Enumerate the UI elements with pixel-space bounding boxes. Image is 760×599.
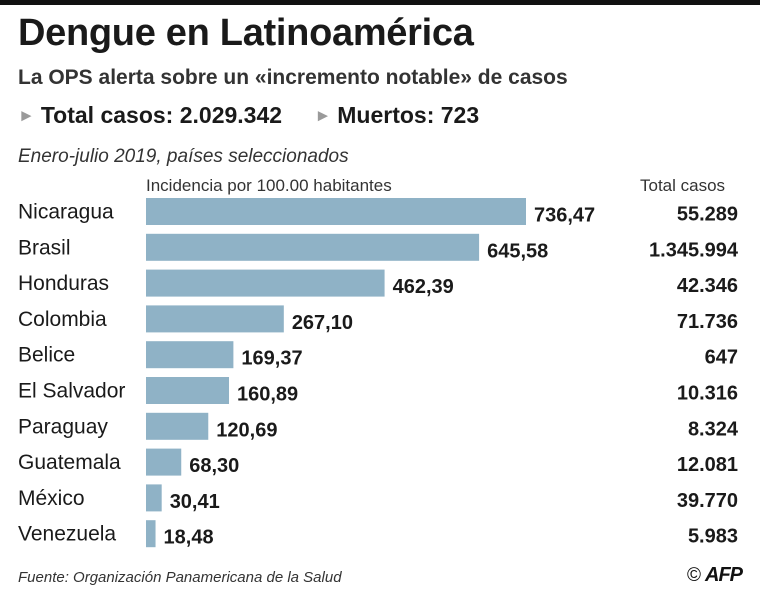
total-cases-value: 647 bbox=[705, 347, 738, 369]
column-header-total-cases: Total casos bbox=[640, 176, 726, 195]
total-cases-value: 12.081 bbox=[677, 454, 738, 476]
data-label: 169,37 bbox=[241, 348, 302, 370]
total-cases-value: 39.770 bbox=[677, 490, 738, 512]
period-note: Enero-julio 2019, países seleccionados bbox=[18, 146, 349, 167]
total-cases-value: 5.983 bbox=[688, 526, 738, 548]
category-label: Paraguay bbox=[18, 415, 108, 438]
copyright-symbol: © bbox=[687, 565, 701, 586]
top-rule bbox=[0, 0, 760, 5]
source-note: Fuente: Organización Panamericana de la … bbox=[18, 569, 342, 586]
bar bbox=[146, 341, 234, 369]
data-label: 18,48 bbox=[164, 527, 214, 549]
bar bbox=[146, 520, 156, 548]
total-cases-value: 10.316 bbox=[677, 383, 738, 405]
total-cases-value: 71.736 bbox=[677, 311, 738, 333]
data-label: 736,47 bbox=[534, 205, 595, 227]
bar bbox=[146, 305, 284, 333]
data-label: 267,10 bbox=[292, 312, 353, 334]
category-label: Honduras bbox=[18, 272, 109, 295]
total-cases-value: 1.345.994 bbox=[649, 239, 739, 261]
data-label: 645,58 bbox=[487, 240, 548, 262]
category-label: Nicaragua bbox=[18, 201, 114, 224]
chart-subtitle: La OPS alerta sobre un «incremento notab… bbox=[18, 66, 568, 89]
stat-deaths-label: Muertos: 723 bbox=[337, 102, 480, 128]
data-label: 68,30 bbox=[189, 455, 239, 477]
category-label: Guatemala bbox=[18, 451, 121, 474]
total-cases-value: 8.324 bbox=[688, 418, 739, 440]
bar bbox=[146, 412, 209, 440]
category-label: Brasil bbox=[18, 236, 71, 259]
column-header-incidence: Incidencia por 100.00 habitantes bbox=[146, 176, 392, 195]
summary-stats: ► Total casos: 2.029.342 ► Muertos: 723 bbox=[18, 102, 505, 129]
category-label: Venezuela bbox=[18, 523, 116, 546]
chart-title: Dengue en Latinoamérica bbox=[18, 12, 474, 54]
data-label: 462,39 bbox=[393, 276, 454, 298]
total-cases-value: 42.346 bbox=[677, 275, 738, 297]
bar bbox=[146, 198, 526, 225]
bar bbox=[146, 448, 182, 476]
category-label: México bbox=[18, 487, 85, 510]
data-label: 120,69 bbox=[216, 419, 277, 441]
afp-logo: AFP bbox=[705, 564, 743, 586]
play-arrow-icon: ► bbox=[314, 106, 332, 125]
data-label: 160,89 bbox=[237, 384, 298, 406]
category-label: El Salvador bbox=[18, 380, 125, 403]
total-cases-value: 55.289 bbox=[677, 204, 738, 226]
play-arrow-icon: ► bbox=[18, 106, 35, 125]
bar bbox=[146, 269, 385, 297]
category-label: Belice bbox=[18, 344, 75, 367]
stat-total-cases: ► Total casos: 2.029.342 bbox=[18, 102, 282, 129]
stat-total-label: Total casos: 2.029.342 bbox=[40, 102, 283, 128]
bar bbox=[146, 484, 162, 512]
agency-credit: © AFP bbox=[687, 564, 743, 587]
category-label: Colombia bbox=[18, 308, 107, 331]
stat-deaths: ► Muertos: 723 bbox=[314, 102, 479, 129]
bar bbox=[146, 233, 480, 261]
data-label: 30,41 bbox=[170, 491, 220, 513]
bar bbox=[146, 377, 230, 404]
